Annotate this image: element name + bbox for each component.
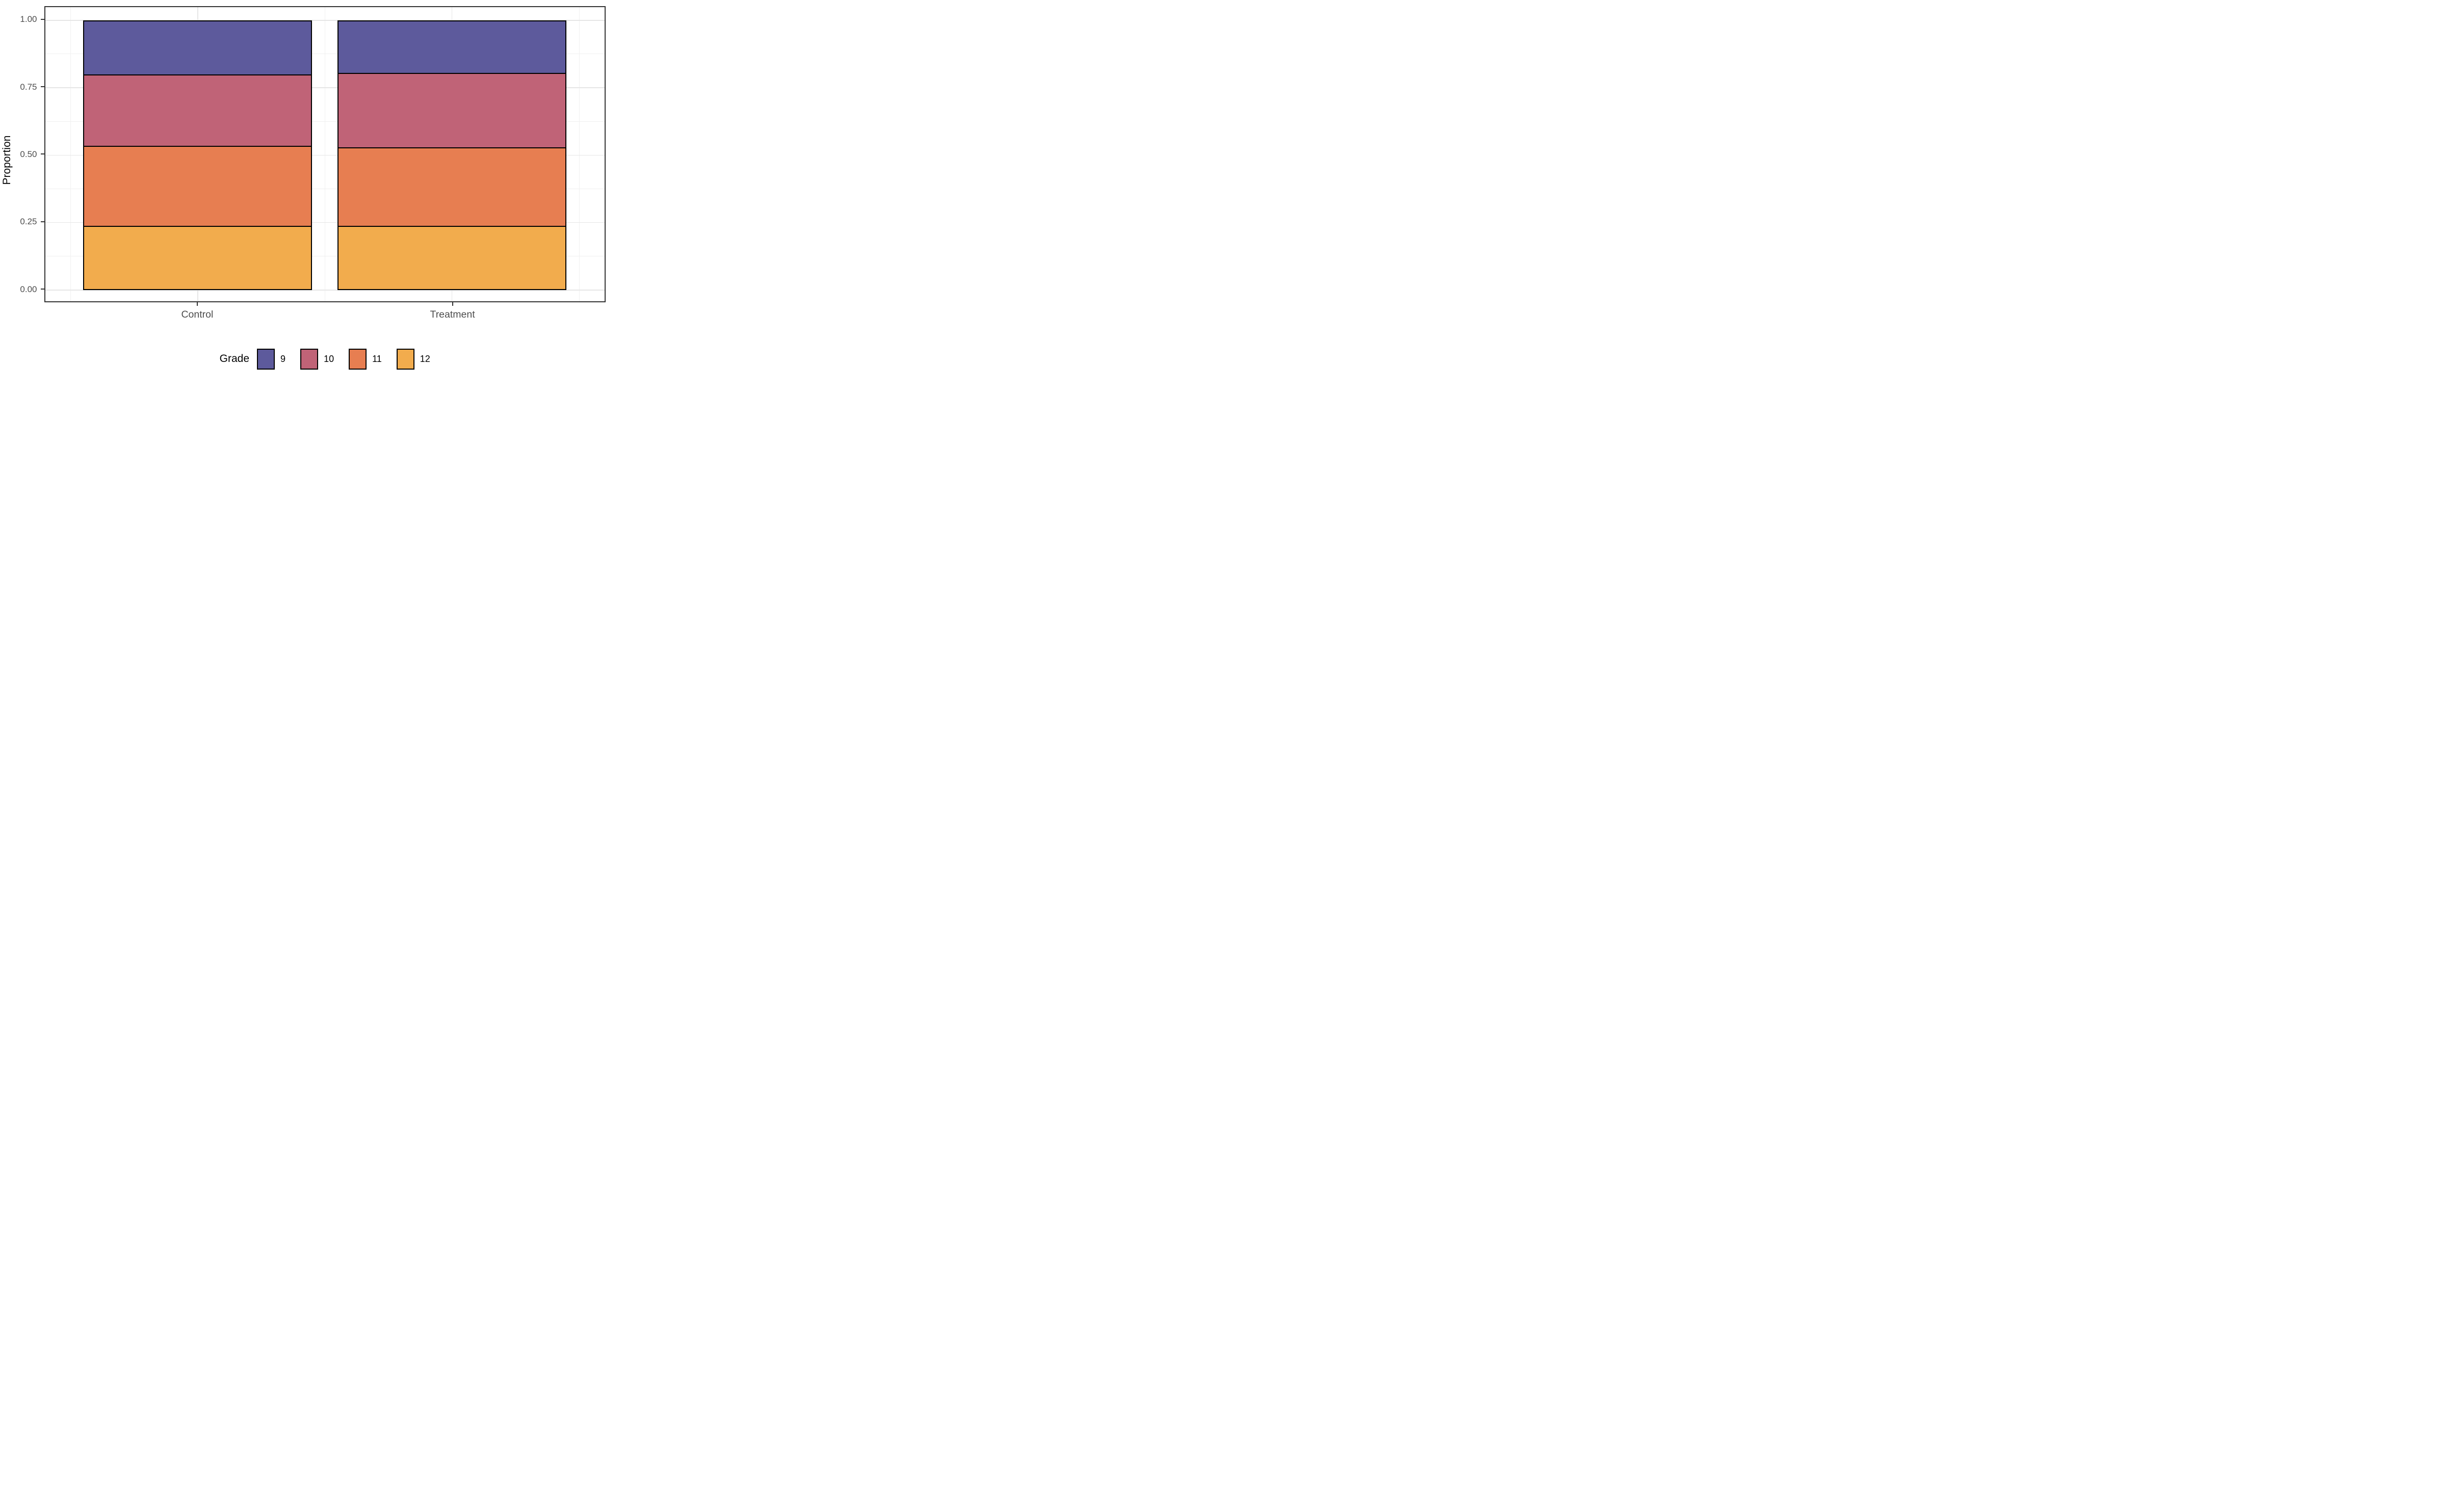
bar-segment-grade-11 <box>337 148 567 227</box>
bar-segment-grade-11 <box>83 146 313 227</box>
y-tick-label: 1.00 <box>20 14 37 24</box>
legend-item-grade-11: 11 <box>349 348 382 370</box>
legend-label-grade-12: 12 <box>420 353 430 364</box>
y-major-gridline <box>45 154 605 156</box>
y-tick-mark <box>40 86 44 88</box>
x-minor-gridline <box>579 7 580 301</box>
panel <box>44 6 606 302</box>
segment-divider <box>337 147 567 149</box>
bar-segment-grade-12 <box>83 226 313 290</box>
x-tick-mark <box>452 302 453 306</box>
y-tick-mark <box>40 221 44 222</box>
legend-label-grade-9: 9 <box>280 353 286 364</box>
x-tick-label: Treatment <box>430 309 475 320</box>
y-major-gridline <box>45 222 605 223</box>
segment-divider <box>337 226 567 227</box>
bar-segment-grade-10 <box>83 75 313 146</box>
y-tick-mark <box>40 153 44 155</box>
segment-divider <box>83 145 313 147</box>
legend-key-grade-12 <box>396 348 414 370</box>
legend-label-grade-11: 11 <box>372 353 382 364</box>
legend-item-grade-12: 12 <box>396 348 430 370</box>
legend: Grade 9 10 11 12 <box>44 348 606 370</box>
figure: Proportion 1.00 0.75 0.50 0.25 0.00 Control Tr… <box>0 0 612 378</box>
y-tick-mark <box>40 289 44 290</box>
y-major-gridline <box>45 290 605 291</box>
x-tick-label: Control <box>181 309 214 320</box>
segment-divider <box>337 73 567 74</box>
legend-key-grade-11 <box>349 348 367 370</box>
legend-key-grade-10 <box>300 348 319 370</box>
x-minor-gridline <box>70 7 71 301</box>
x-tick-mark <box>196 302 198 306</box>
bar-segment-grade-9 <box>337 20 567 73</box>
y-major-gridline <box>45 20 605 21</box>
bar-treatment <box>337 20 567 290</box>
bar-segment-grade-10 <box>337 73 567 148</box>
bar-segment-grade-12 <box>337 226 567 290</box>
legend-item-grade-9: 9 <box>257 348 286 370</box>
bar-control <box>83 20 313 290</box>
y-tick-label: 0.50 <box>20 149 37 159</box>
legend-title: Grade <box>219 353 250 364</box>
legend-label-grade-10: 10 <box>324 353 334 364</box>
y-tick-mark <box>40 18 44 20</box>
y-tick-label: 0.00 <box>20 284 37 294</box>
legend-item-grade-10: 10 <box>300 348 334 370</box>
segment-divider <box>83 74 313 76</box>
y-major-gridline <box>45 87 605 88</box>
legend-key-grade-9 <box>257 348 275 370</box>
segment-divider <box>83 226 313 227</box>
y-tick-label: 0.75 <box>20 82 37 92</box>
y-tick-label: 0.25 <box>20 217 37 227</box>
y-axis-title: Proportion <box>1 135 13 185</box>
bar-segment-grade-9 <box>83 20 313 75</box>
